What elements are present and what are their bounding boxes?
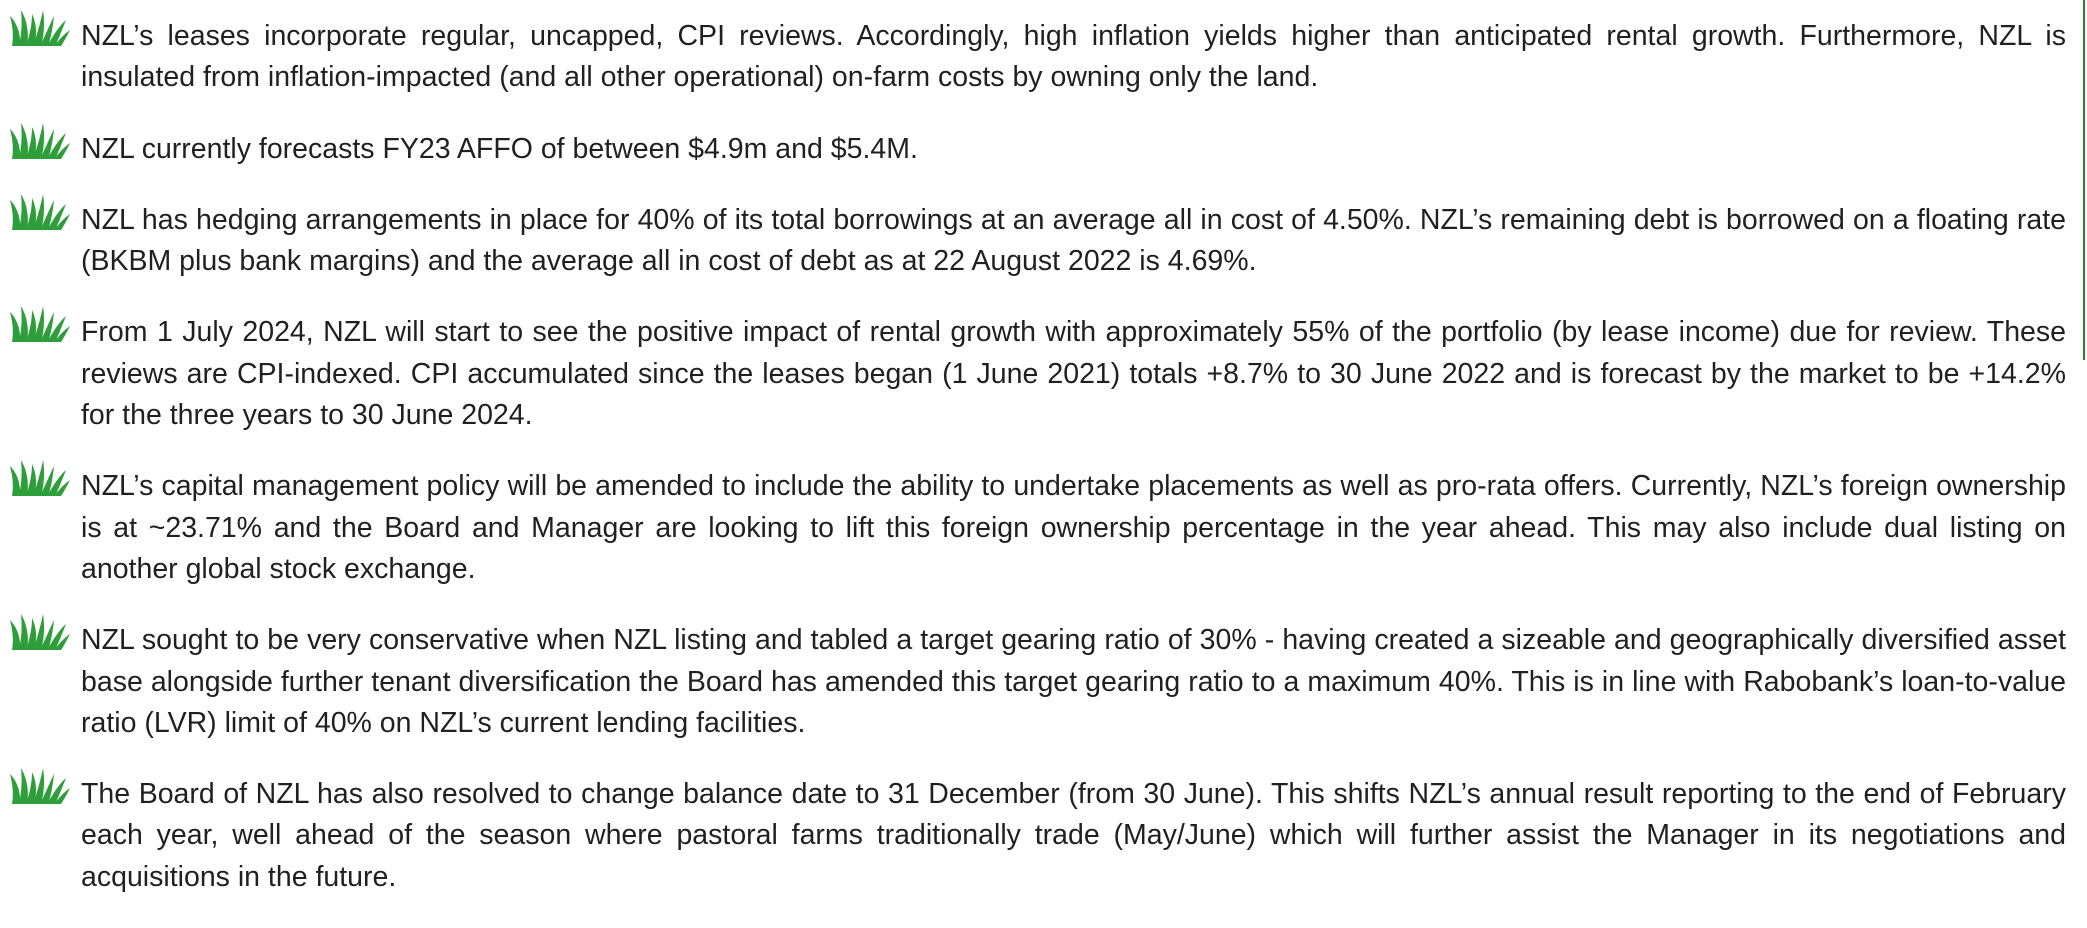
grass-icon	[10, 460, 70, 497]
bullet-list: NZL’s leases incorporate regular, uncapp…	[0, 10, 2066, 928]
bullet-text: NZL has hedging arrangements in place fo…	[81, 203, 2066, 278]
bullet-item: The Board of NZL has also resolved to ch…	[0, 768, 2066, 898]
bullet-item: NZL sought to be very conservative when …	[0, 614, 2066, 744]
bullet-item: NZL currently forecasts FY23 AFFO of bet…	[0, 122, 2066, 170]
bullet-item: NZL’s leases incorporate regular, uncapp…	[0, 10, 2066, 99]
grass-icon	[10, 614, 70, 651]
grass-icon	[10, 122, 70, 159]
document: {"items": [ "NZL\u2019s leases incorpora…	[10, 0, 2085, 893]
bullet-item: NZL’s capital management policy will be …	[0, 460, 2066, 590]
grass-icon	[10, 768, 70, 805]
grass-icon	[10, 306, 70, 343]
bullet-text: NZL’s capital management policy will be …	[81, 470, 2066, 585]
bullet-text: NZL currently forecasts FY23 AFFO of bet…	[81, 132, 918, 165]
bullet-text: NZL sought to be very conservative when …	[81, 624, 2066, 739]
bullet-text: From 1 July 2024, NZL will start to see …	[81, 316, 2066, 432]
bullet-text: NZL’s leases incorporate regular, uncapp…	[81, 20, 2066, 94]
page: html, body { margin: 0; padding: 0; } bo…	[10, 0, 2085, 893]
bullet-text: The Board of NZL has also resolved to ch…	[81, 778, 2066, 893]
bullet-item: NZL has hedging arrangements in place fo…	[0, 193, 2066, 283]
side-rule	[2083, 0, 2085, 360]
bullet-item: From 1 July 2024, NZL will start to see …	[0, 306, 2066, 436]
grass-icon	[10, 193, 70, 230]
grass-icon	[10, 10, 70, 46]
